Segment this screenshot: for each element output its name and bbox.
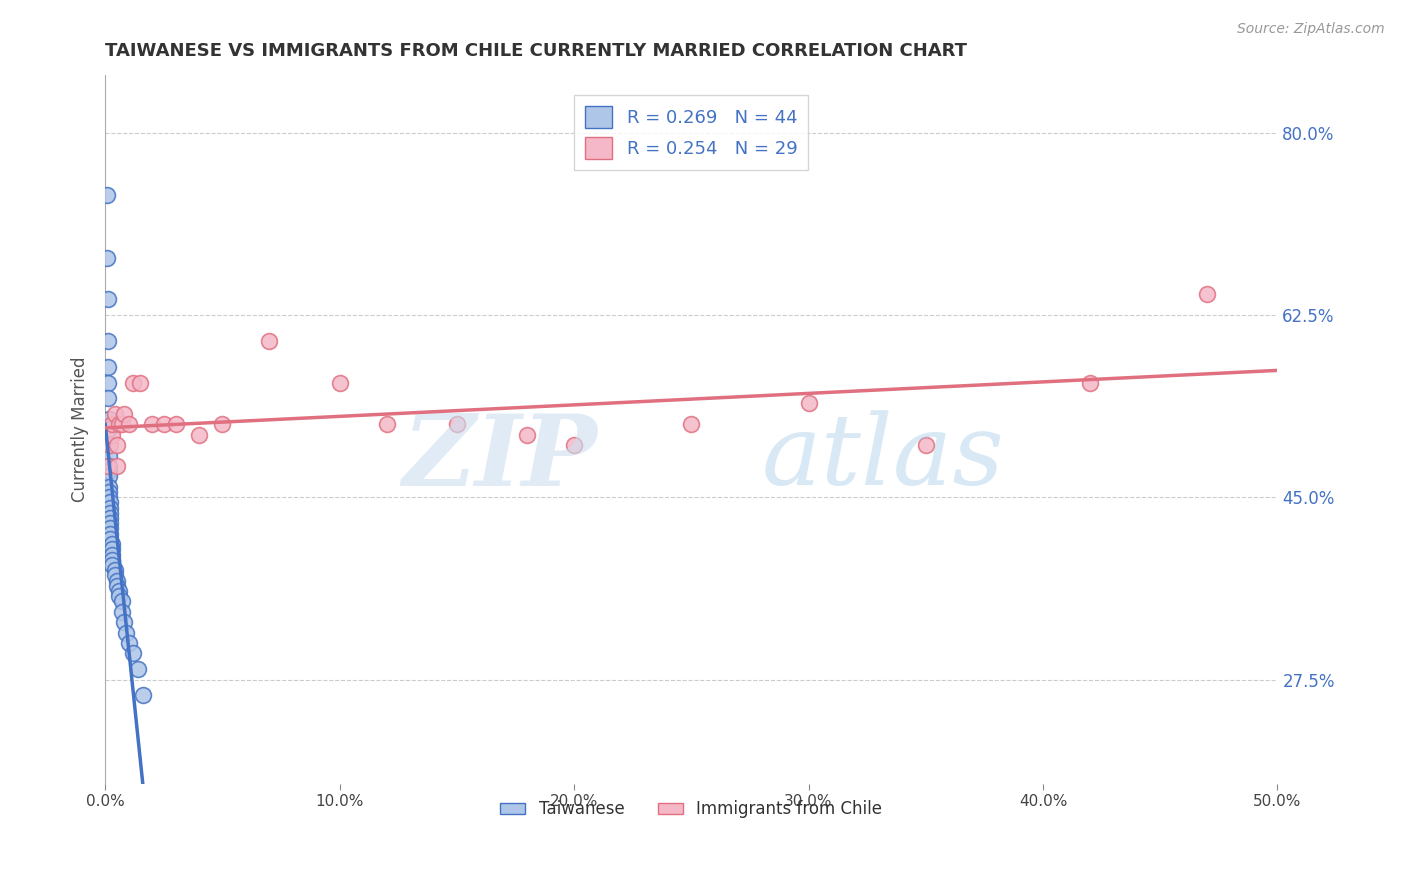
Point xyxy=(188,427,211,442)
Point xyxy=(329,376,352,390)
Point xyxy=(108,589,131,603)
Text: TAIWANESE VS IMMIGRANTS FROM CHILE CURRENTLY MARRIED CORRELATION CHART: TAIWANESE VS IMMIGRANTS FROM CHILE CURRE… xyxy=(105,42,967,60)
Point xyxy=(101,558,124,572)
Point xyxy=(797,396,820,410)
Point xyxy=(914,438,936,452)
Point xyxy=(98,480,121,494)
Point xyxy=(129,376,152,390)
Point xyxy=(98,464,121,478)
Text: ZIP: ZIP xyxy=(402,409,598,506)
Point xyxy=(259,334,281,348)
Point xyxy=(98,458,121,473)
Point xyxy=(127,662,149,676)
Point xyxy=(446,417,468,432)
Point xyxy=(104,563,127,577)
Point xyxy=(112,615,135,630)
Point xyxy=(98,469,121,483)
Point xyxy=(96,334,118,348)
Point xyxy=(122,647,145,661)
Point xyxy=(98,495,121,509)
Point xyxy=(122,376,145,390)
Point xyxy=(104,568,127,582)
Point xyxy=(98,485,121,500)
Point xyxy=(96,188,118,202)
Point xyxy=(98,511,121,525)
Point xyxy=(96,458,118,473)
Point xyxy=(111,605,134,619)
Point xyxy=(98,438,121,452)
Point xyxy=(96,251,118,265)
Text: atlas: atlas xyxy=(762,410,1004,506)
Point xyxy=(108,417,131,432)
Point xyxy=(97,422,120,436)
Point xyxy=(165,417,187,432)
Point xyxy=(98,490,121,504)
Point xyxy=(98,532,121,546)
Point xyxy=(111,417,134,432)
Legend: Taiwanese, Immigrants from Chile: Taiwanese, Immigrants from Chile xyxy=(494,794,889,825)
Point xyxy=(97,449,120,463)
Point xyxy=(101,417,124,432)
Point xyxy=(105,438,128,452)
Point xyxy=(104,407,127,421)
Point xyxy=(97,438,120,452)
Point xyxy=(115,625,138,640)
Point xyxy=(97,359,120,374)
Point xyxy=(101,542,124,557)
Point xyxy=(98,500,121,515)
Point xyxy=(141,417,163,432)
Point xyxy=(1078,376,1101,390)
Point xyxy=(1197,287,1219,301)
Point xyxy=(98,521,121,535)
Point xyxy=(108,584,131,599)
Point xyxy=(211,417,233,432)
Point xyxy=(96,292,118,306)
Point xyxy=(118,636,141,650)
Point xyxy=(101,427,124,442)
Point xyxy=(153,417,176,432)
Point xyxy=(97,412,120,426)
Point xyxy=(111,594,134,608)
Point xyxy=(98,506,121,520)
Text: Source: ZipAtlas.com: Source: ZipAtlas.com xyxy=(1237,22,1385,37)
Point xyxy=(112,407,135,421)
Point xyxy=(375,417,398,432)
Point xyxy=(681,417,703,432)
Y-axis label: Currently Married: Currently Married xyxy=(72,357,89,502)
Point xyxy=(98,516,121,531)
Point xyxy=(98,526,121,541)
Point xyxy=(132,688,155,702)
Point xyxy=(101,552,124,566)
Point xyxy=(118,417,141,432)
Point xyxy=(97,391,120,405)
Point xyxy=(516,427,538,442)
Point xyxy=(97,376,120,390)
Point xyxy=(562,438,585,452)
Point xyxy=(105,574,128,588)
Point xyxy=(105,579,128,593)
Point xyxy=(101,548,124,562)
Point xyxy=(105,458,128,473)
Point xyxy=(101,537,124,551)
